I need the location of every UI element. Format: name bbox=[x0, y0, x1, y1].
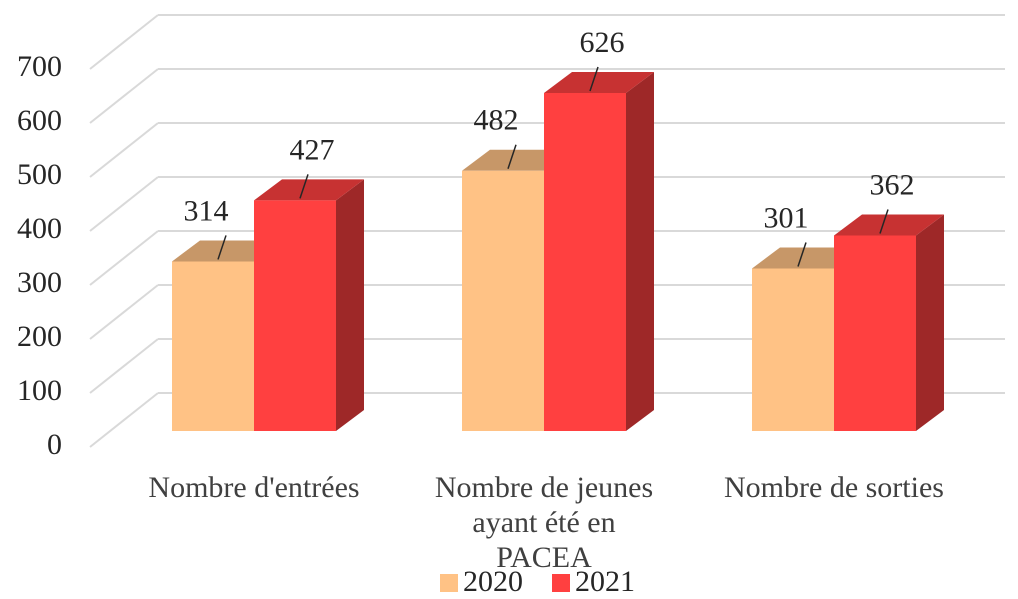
data-label: 427 bbox=[290, 133, 335, 166]
data-label: 314 bbox=[184, 194, 229, 227]
leader-line bbox=[879, 209, 889, 234]
legend-label: 2021 bbox=[575, 565, 635, 598]
data-label: 362 bbox=[870, 168, 915, 201]
y-tick-label: 400 bbox=[17, 212, 62, 245]
leader-line bbox=[299, 174, 309, 199]
grid-line bbox=[89, 284, 159, 340]
y-tick-label: 600 bbox=[17, 104, 62, 137]
y-tick-label: 100 bbox=[17, 374, 62, 407]
x-tick-label: Nombre d'entrées bbox=[148, 471, 360, 504]
bar-side bbox=[626, 71, 654, 432]
bar-front bbox=[462, 170, 544, 431]
bar-top bbox=[254, 179, 364, 201]
bar-front bbox=[834, 235, 916, 431]
bar bbox=[834, 214, 944, 431]
legend-swatch bbox=[552, 574, 570, 592]
leader-line bbox=[797, 242, 807, 267]
bar bbox=[254, 179, 364, 431]
y-tick-label: 0 bbox=[47, 428, 62, 461]
y-tick-label: 200 bbox=[17, 320, 62, 353]
leader-line bbox=[589, 66, 599, 92]
grid-line bbox=[89, 230, 159, 286]
grid-line bbox=[89, 68, 159, 124]
grid-line bbox=[89, 14, 159, 70]
y-tick-label: 700 bbox=[17, 50, 62, 83]
data-label: 626 bbox=[580, 26, 625, 59]
grid-line bbox=[89, 176, 159, 232]
bar bbox=[544, 71, 654, 432]
bar-top bbox=[834, 214, 944, 236]
leader-line bbox=[217, 235, 227, 260]
x-tick-label: Nombre de jeunes ayant été en PACEA bbox=[434, 471, 654, 574]
bar-side bbox=[336, 179, 364, 431]
grid-line bbox=[89, 392, 159, 448]
data-label: 301 bbox=[764, 201, 809, 234]
grid-line bbox=[89, 338, 159, 394]
legend-swatch bbox=[440, 574, 458, 592]
bar-front bbox=[172, 261, 254, 431]
bar-side bbox=[916, 214, 944, 431]
y-tick-label: 500 bbox=[17, 158, 62, 191]
legend-label: 2020 bbox=[463, 565, 523, 598]
data-label: 482 bbox=[474, 104, 519, 137]
leader-line bbox=[507, 144, 517, 169]
bar-front bbox=[752, 268, 834, 431]
bar-front bbox=[544, 92, 626, 432]
bar-front bbox=[254, 200, 336, 431]
y-tick-label: 300 bbox=[17, 266, 62, 299]
grid-line bbox=[89, 122, 159, 178]
x-tick-label: Nombre de sorties bbox=[724, 471, 944, 504]
bar-top bbox=[544, 71, 654, 93]
